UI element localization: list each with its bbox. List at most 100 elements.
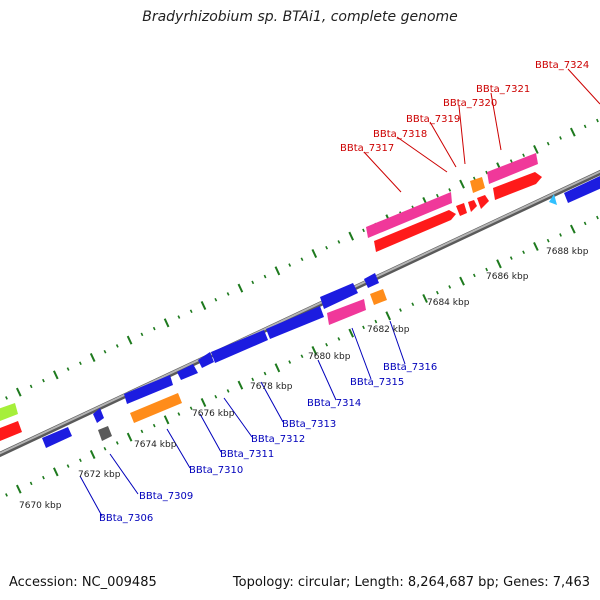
- gene-bbta-7319-red[interactable]: [468, 200, 477, 212]
- kbp-label: 7684 kbp: [427, 298, 470, 308]
- gene-bbta-7320-orange[interactable]: [470, 177, 485, 193]
- gene-label-bbta-7319[interactable]: BBta_7319: [406, 114, 460, 125]
- kbp-label: 7670 kbp: [19, 501, 62, 511]
- gene-label-bbta-7315[interactable]: BBta_7315: [350, 377, 404, 388]
- scale-tick: [163, 415, 170, 425]
- gene-left-red[interactable]: [0, 421, 22, 443]
- gene-bbta-7317-magenta[interactable]: [366, 192, 452, 238]
- scale-tick: [274, 363, 281, 373]
- forward-leader-lines: [363, 68, 600, 193]
- gene-bbta-7315-magenta[interactable]: [327, 299, 366, 325]
- gene-bbta-7321-magenta[interactable]: [487, 153, 538, 184]
- gene-bbta-7306-blue[interactable]: [42, 427, 72, 448]
- scale-tick: [152, 326, 156, 331]
- scale-tick: [126, 432, 133, 442]
- gene-label-bbta-7313[interactable]: BBta_7313: [282, 419, 336, 430]
- scale-tick: [42, 378, 45, 383]
- scale-tick: [237, 380, 244, 390]
- scale-tick: [29, 481, 33, 486]
- gene-label-bbta-7318[interactable]: BBta_7318: [373, 129, 427, 140]
- scale-tick: [422, 293, 428, 303]
- gene-label-bbta-7314[interactable]: BBta_7314: [307, 398, 361, 409]
- gene-label-bbta-7306[interactable]: BBta_7306: [99, 513, 153, 524]
- gene-bbta-7316-orange[interactable]: [370, 289, 387, 305]
- scale-tick: [200, 397, 207, 408]
- scale-tick: [399, 308, 402, 312]
- gene-bbta-7310-orange[interactable]: [130, 393, 182, 423]
- scale-tick: [226, 292, 230, 296]
- gene-bbta-7309-gray[interactable]: [98, 426, 112, 441]
- scale-tick: [533, 241, 539, 251]
- gene-label-bbta-7324[interactable]: BBta_7324: [535, 60, 589, 71]
- gene-label-bbta-7321[interactable]: BBta_7321: [476, 84, 530, 95]
- gene-bbta-7312-blue[interactable]: [198, 352, 214, 368]
- gene-bbta-7320-red[interactable]: [477, 195, 489, 209]
- scale-tick: [311, 345, 318, 356]
- scale-tick: [251, 280, 255, 285]
- scale-tick: [300, 257, 304, 262]
- scale-tick: [546, 238, 550, 243]
- scale-tick: [435, 193, 439, 198]
- scale-tick: [66, 367, 70, 371]
- scale-tick: [5, 396, 8, 400]
- gene-cyan-marker[interactable]: [549, 194, 557, 205]
- reverse-gene-labels: BBta_7306 BBta_7309 BBta_7310 BBta_7311 …: [99, 362, 437, 524]
- gene-label-bbta-7316[interactable]: BBta_7316: [383, 362, 437, 373]
- kbp-scale-labels: 7670 kbp 7672 kbp 7674 kbp 7676 kbp 7678…: [19, 247, 589, 511]
- kbp-label: 7688 kbp: [546, 247, 589, 257]
- scale-tick: [435, 290, 439, 295]
- gene-label-bbta-7320[interactable]: BBta_7320: [443, 98, 497, 109]
- scale-tick: [152, 423, 156, 428]
- gene-bbta-7314-blue[interactable]: [266, 306, 324, 339]
- scale-tick: [348, 231, 355, 241]
- scale-tick: [583, 124, 587, 129]
- scale-tick: [263, 371, 267, 376]
- scale-tick: [385, 311, 392, 321]
- scale-tick: [583, 221, 587, 226]
- scale-tick: [78, 458, 82, 463]
- gene-bbta-7318-red[interactable]: [456, 203, 467, 216]
- scale-tick: [546, 141, 550, 146]
- scale-tick: [89, 449, 96, 460]
- upper-tick-track: [5, 118, 599, 400]
- scale-tick: [177, 412, 181, 416]
- scale-tick: [569, 127, 576, 137]
- scale-tick: [337, 337, 341, 341]
- gene-label-bbta-7311[interactable]: BBta_7311: [220, 449, 274, 460]
- gene-label-bbta-7310[interactable]: BBta_7310: [189, 465, 243, 476]
- gene-bbta-7313-blue[interactable]: [211, 330, 268, 363]
- gene-bbta-7311-blue[interactable]: [177, 364, 198, 380]
- scale-tick: [496, 259, 502, 269]
- scale-tick: [78, 361, 82, 366]
- kbp-label: 7680 kbp: [308, 352, 351, 362]
- gene-bbta-7315-blue[interactable]: [320, 283, 358, 309]
- scale-tick: [251, 377, 255, 382]
- gene-bbta-7317-red[interactable]: [374, 210, 456, 252]
- gene-label-bbta-7309[interactable]: BBta_7309: [139, 491, 193, 502]
- scale-tick: [5, 493, 8, 497]
- scale-tick: [472, 273, 476, 278]
- scale-tick: [177, 315, 181, 319]
- scale-tick: [288, 263, 292, 267]
- kbp-label: 7682 kbp: [367, 325, 410, 335]
- gene-right-blue[interactable]: [564, 176, 600, 203]
- kbp-label: 7676 kbp: [192, 409, 235, 419]
- gene-bbta-7321-red[interactable]: [493, 172, 542, 200]
- scale-tick: [115, 441, 119, 445]
- kbp-label: 7674 kbp: [134, 440, 177, 450]
- scale-tick: [29, 384, 33, 389]
- scale-tick: [200, 300, 207, 311]
- lower-tick-track: [5, 215, 599, 497]
- scale-tick: [596, 118, 599, 123]
- scale-tick: [189, 406, 193, 411]
- gene-label-bbta-7312[interactable]: BBta_7312: [251, 434, 305, 445]
- gene-bbta-7310-blue[interactable]: [124, 375, 173, 404]
- scale-tick: [89, 352, 96, 363]
- gene-bbta-7316-blue[interactable]: [364, 273, 379, 288]
- gene-bbta-7309-blue[interactable]: [93, 408, 104, 423]
- scale-tick: [52, 370, 59, 380]
- gene-left-green[interactable]: [0, 403, 18, 423]
- gene-label-bbta-7317[interactable]: BBta_7317: [340, 143, 394, 154]
- scale-tick: [237, 283, 244, 293]
- scale-tick: [459, 276, 465, 286]
